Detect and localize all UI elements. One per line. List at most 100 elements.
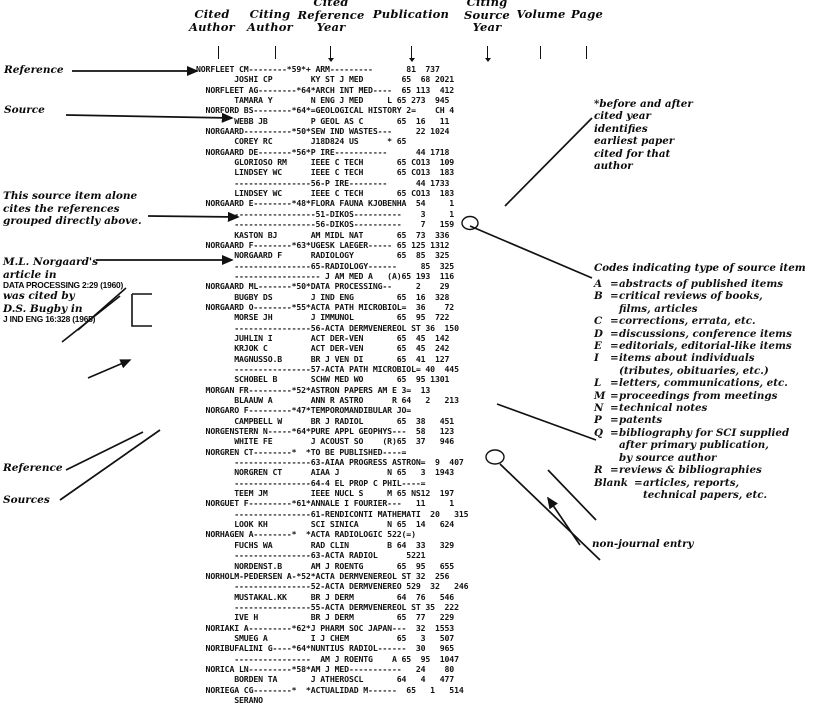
code-legend-row: Blank = articles, reports, technical paper… [594, 477, 832, 502]
index-line: GLORIOSO RM IEEE C TECH 65 CO13 109 [196, 157, 455, 168]
code-value: discussions, conference items [619, 327, 792, 340]
index-line: KASTON BJ AM MIDL NAT 65 73 336 [196, 229, 450, 240]
code-equals: = [610, 464, 619, 477]
index-line: NORGAARD F--------*63*UGESK LAEGER----- … [196, 239, 450, 250]
index-line: NORFORD BS--------*64*=GEOLOGICAL HISTOR… [196, 105, 455, 116]
index-line: SERANO [196, 694, 263, 705]
index-line: NORGAARD ML-------*50*DATA PROCESSING-- … [196, 281, 450, 292]
index-line: BUGBY DS J IND ENG 65 16 328 [196, 291, 450, 302]
column-header-cited-reference-year: Cited Reference Year [297, 0, 365, 34]
column-header-citing-author: Citing Author [247, 7, 293, 34]
code-legend-row: L = letters, communications, etc. [594, 377, 832, 389]
code-equals: = [610, 340, 619, 353]
code-value: technical notes [619, 402, 708, 415]
line-bracket-leader-3 [87, 359, 132, 379]
code-value: reviews & bibliographies [619, 464, 762, 477]
index-line: ----------------61-RENDICONTI MATHEMATI … [196, 508, 469, 519]
code-key: A [594, 278, 602, 290]
bracket-grouped-references [131, 293, 152, 327]
code-value: editorials, editorial-like items [619, 340, 792, 353]
index-line: ---------------- AM J ROENTG A 65 95 104… [196, 653, 459, 664]
column-tick-0 [218, 46, 219, 59]
index-line: SCHOBEL B SCHW MED WO 65 95 1301 [196, 374, 450, 385]
code-key: C [594, 315, 603, 328]
note-asterisk-earliest-paper: *before and after cited year identifies … [594, 98, 693, 173]
citation-index-listing: NORFLEET CM--------*59*+ ARM--------- 81… [196, 64, 588, 705]
column-header-publication: Publication [372, 7, 450, 21]
index-line: -----------------51-DIKOS---------- 3 1 [196, 208, 455, 219]
index-line: MORSE JH J IMMUNOL 65 95 722 [196, 312, 450, 323]
code-legend-row: R = reviews & bibliographies [594, 464, 832, 476]
index-line: NORGAARD----------*50*SEW IND WASTES--- … [196, 126, 450, 137]
index-line: TEEM JM IEEE NUCL S M 65 NS12 197 [196, 488, 455, 499]
line-sources-bottom [59, 429, 161, 501]
index-line: LOOK KH SCI SINICA N 65 14 624 [196, 519, 455, 530]
code-key: Q [594, 426, 603, 439]
label-reference-bottom: Reference [3, 462, 63, 474]
index-line: ----------------56-P IRE-------- 44 1733 [196, 177, 450, 188]
code-key: I [594, 352, 599, 365]
index-line: MUSTAKAL.KK BR J DERM 64 76 546 [196, 591, 455, 602]
code-key: P [594, 414, 602, 427]
code-legend-row: P = patents [594, 414, 832, 426]
code-value: proceedings from meetings [619, 389, 778, 402]
source-item-code-legend: A = abstracts of published items B = critical… [594, 278, 832, 501]
code-value: items about individuals (tributes, obitu… [619, 352, 769, 377]
index-line: NORFLEET AG--------*64*ARCH INT MED---- … [196, 84, 455, 95]
index-line: ----------------64-4 EL PROP C PHIL----= [196, 477, 426, 488]
index-line: ------------------ J AM MED A (A)65 193 … [196, 270, 455, 281]
code-value: letters, communications, etc. [619, 377, 788, 390]
index-line: MORGAN FR---------*52*ASTRON PAPERS AM E… [196, 384, 431, 395]
note-non-journal-entry: non-journal entry [592, 538, 694, 550]
code-legend-row: Q = bibliography for SCI supplied after pr… [594, 427, 832, 464]
index-line: TAMARA Y N ENG J MED L 65 273 945 [196, 95, 450, 106]
code-key: R [594, 464, 603, 477]
index-line: -----------------56-DIKOS---------- 7 15… [196, 219, 455, 230]
code-value: critical reviews of books, films, articl… [619, 290, 763, 315]
index-line: BORDEN TA J ATHEROSCL 64 4 477 [196, 674, 455, 685]
column-tick-arrow-2 [327, 58, 334, 62]
index-line: NORHOLM-PEDERSEN A-*52*ACTA DERMVENEREOL… [196, 570, 450, 581]
index-line: IVE H BR J DERM 65 77 229 [196, 612, 455, 623]
index-line: NORIEGA CG--------* *ACTUALIDAD M------ … [196, 684, 464, 695]
code-key: N [594, 402, 604, 415]
index-line: ----------------55-ACTA DERMVENEREOL ST … [196, 601, 459, 612]
code-legend-row: I = items about individuals (tributes, obi… [594, 352, 832, 377]
index-line: COREY RC J18D824 US * 65 [196, 136, 407, 147]
citation-index-annotated-page: Cited Author Citing Author Cited Reference… [3, 0, 832, 705]
code-value: abstracts of published items [619, 278, 784, 290]
note-norgaard-article-line1: M.L. Norgaard's article in [3, 256, 99, 281]
code-legend-row: M = proceedings from meetings [594, 390, 832, 402]
index-line: NORGAARD DE-------*56*P IRE----------- 4… [196, 146, 450, 157]
code-equals: = [610, 402, 619, 415]
code-value: articles, reports, technical papers, etc… [643, 476, 768, 501]
index-line: NORDENST.B AM J ROENTG 65 95 655 [196, 560, 455, 571]
code-key: E [594, 340, 602, 353]
index-line: FUCHS WA RAD CLIN B 64 33 329 [196, 539, 455, 550]
code-key: D [594, 327, 603, 340]
index-line: NORGENSTERN N-----*64*PURE APPL GEOPHYS-… [196, 426, 455, 437]
code-value: corrections, errata, etc. [619, 315, 756, 328]
code-legend-row: C = corrections, errata, etc. [594, 315, 832, 327]
note-norgaard-citation-data-processing: DATA PROCESSING 2:29 (1960) [3, 280, 124, 290]
index-line: NORHAGEN A--------* *ACTA RADIOLOGIC 522… [196, 529, 416, 540]
index-line: CAMPBELL W BR J RADIOL 65 38 451 [196, 415, 455, 426]
index-line: NORGAARD F RADIOLOGY 65 85 325 [196, 250, 450, 261]
index-line: ----------------52-ACTA DERMVENEREO 529 … [196, 581, 469, 592]
note-codes-title: Codes indicating type of source item [594, 262, 806, 274]
code-equals: = [610, 327, 619, 340]
index-line: NORGARO F---------*47*TEMPOROMANDIBULAR … [196, 405, 412, 416]
line-reference-bottom [65, 431, 144, 471]
label-sources-bottom: Sources [3, 494, 50, 506]
column-tick-4 [487, 46, 488, 59]
column-tick-6 [586, 46, 587, 59]
index-line: NORGREN CT--------* *TO BE PUBLISHED----… [196, 446, 407, 457]
index-line: SMUEG A I J CHEM 65 3 507 [196, 632, 455, 643]
index-line: ----------------65-RADIOLOGY------ 85 32… [196, 260, 455, 271]
column-header-page: Page [571, 7, 603, 21]
index-line: JUHLIN I ACT DER-VEN 65 45 142 [196, 332, 450, 343]
label-reference-top: Reference [4, 64, 64, 76]
code-key: L [594, 377, 602, 390]
column-tick-arrow-4 [484, 58, 491, 62]
code-equals: = [610, 290, 619, 303]
